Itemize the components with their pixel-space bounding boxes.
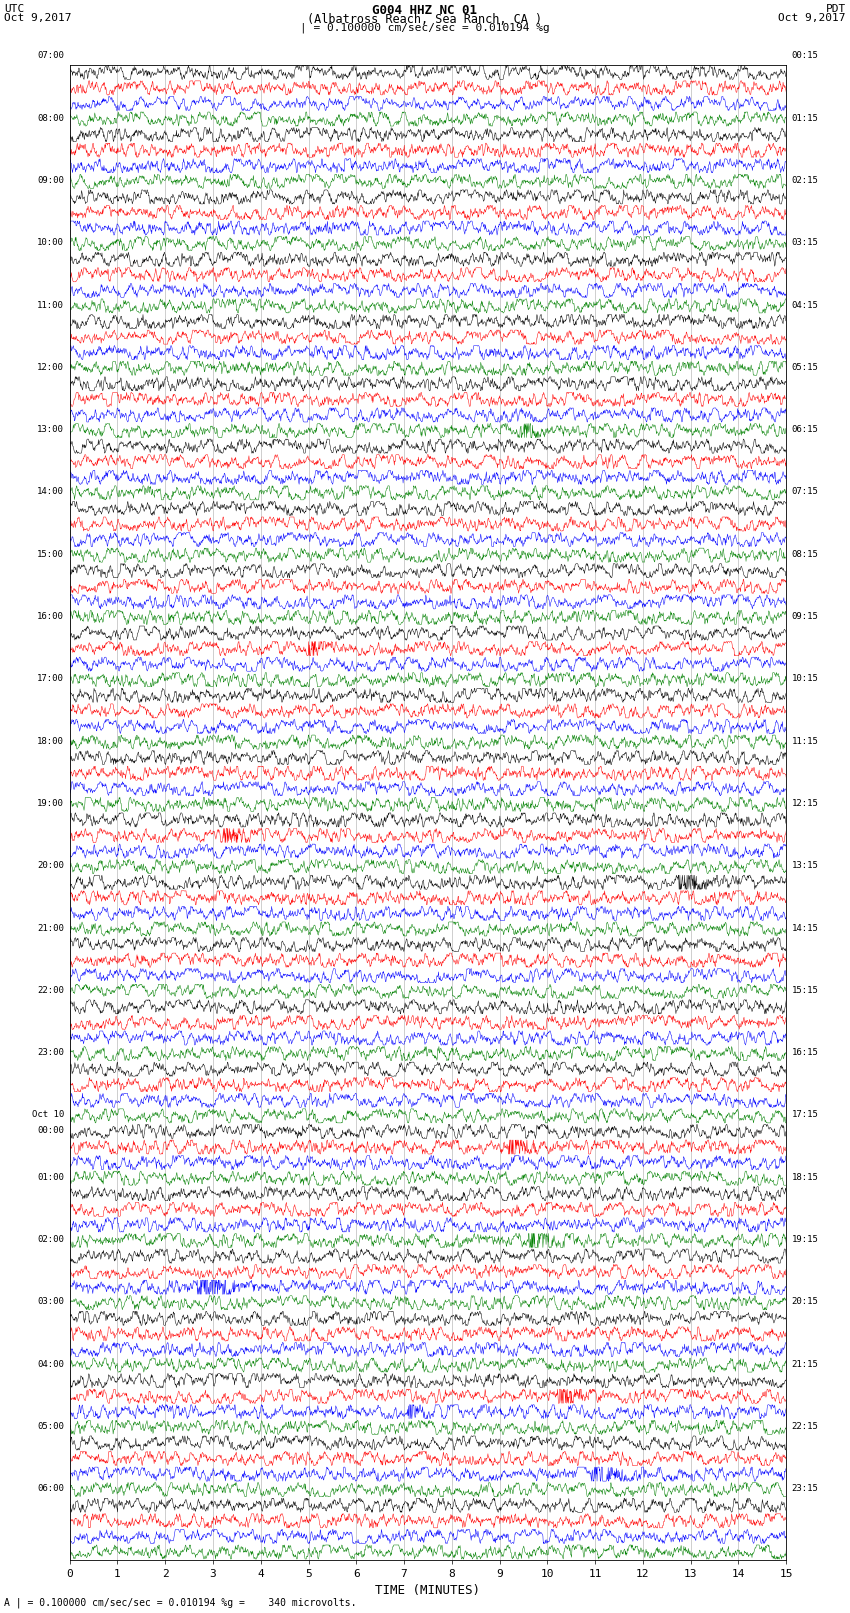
Text: A | = 0.100000 cm/sec/sec = 0.010194 %g =    340 microvolts.: A | = 0.100000 cm/sec/sec = 0.010194 %g …	[4, 1597, 357, 1608]
Text: Oct 9,2017: Oct 9,2017	[779, 13, 846, 23]
Text: 19:15: 19:15	[792, 1236, 819, 1244]
Text: 14:15: 14:15	[792, 924, 819, 932]
Text: 08:00: 08:00	[37, 113, 64, 123]
Text: 17:15: 17:15	[792, 1110, 819, 1119]
Text: G004 HHZ NC 01: G004 HHZ NC 01	[372, 5, 478, 18]
Text: 12:00: 12:00	[37, 363, 64, 373]
Text: 15:00: 15:00	[37, 550, 64, 558]
Text: 18:15: 18:15	[792, 1173, 819, 1182]
Text: 16:15: 16:15	[792, 1048, 819, 1057]
Text: 10:15: 10:15	[792, 674, 819, 684]
Text: 01:00: 01:00	[37, 1173, 64, 1182]
Text: 22:00: 22:00	[37, 986, 64, 995]
Text: 21:00: 21:00	[37, 924, 64, 932]
Text: 17:00: 17:00	[37, 674, 64, 684]
Text: 14:00: 14:00	[37, 487, 64, 497]
Text: 02:00: 02:00	[37, 1236, 64, 1244]
Text: 07:15: 07:15	[792, 487, 819, 497]
Text: 23:15: 23:15	[792, 1484, 819, 1494]
Text: 18:00: 18:00	[37, 737, 64, 745]
Text: 00:15: 00:15	[792, 52, 819, 60]
Text: 20:00: 20:00	[37, 861, 64, 871]
Text: 13:15: 13:15	[792, 861, 819, 871]
Text: 12:15: 12:15	[792, 798, 819, 808]
Text: 15:15: 15:15	[792, 986, 819, 995]
Text: 04:15: 04:15	[792, 300, 819, 310]
Text: 20:15: 20:15	[792, 1297, 819, 1307]
Text: 07:00: 07:00	[37, 52, 64, 60]
Text: 11:00: 11:00	[37, 300, 64, 310]
Text: 01:15: 01:15	[792, 113, 819, 123]
Text: | = 0.100000 cm/sec/sec = 0.010194 %g: | = 0.100000 cm/sec/sec = 0.010194 %g	[300, 23, 550, 32]
Text: 16:00: 16:00	[37, 611, 64, 621]
Text: 09:00: 09:00	[37, 176, 64, 185]
Text: 10:00: 10:00	[37, 239, 64, 247]
Text: 03:00: 03:00	[37, 1297, 64, 1307]
Text: 19:00: 19:00	[37, 798, 64, 808]
Text: 03:15: 03:15	[792, 239, 819, 247]
Text: 06:00: 06:00	[37, 1484, 64, 1494]
Text: 02:15: 02:15	[792, 176, 819, 185]
Text: 23:00: 23:00	[37, 1048, 64, 1057]
Text: 21:15: 21:15	[792, 1360, 819, 1369]
Text: Oct 9,2017: Oct 9,2017	[4, 13, 71, 23]
Text: UTC: UTC	[4, 5, 25, 15]
Text: (Albatross Reach, Sea Ranch, CA ): (Albatross Reach, Sea Ranch, CA )	[308, 13, 542, 26]
Text: 13:00: 13:00	[37, 426, 64, 434]
Text: 04:00: 04:00	[37, 1360, 64, 1369]
Text: 06:15: 06:15	[792, 426, 819, 434]
Text: 05:15: 05:15	[792, 363, 819, 373]
Text: PDT: PDT	[825, 5, 846, 15]
X-axis label: TIME (MINUTES): TIME (MINUTES)	[376, 1584, 480, 1597]
Text: 08:15: 08:15	[792, 550, 819, 558]
Text: Oct 10: Oct 10	[32, 1110, 64, 1119]
Text: 11:15: 11:15	[792, 737, 819, 745]
Text: 09:15: 09:15	[792, 611, 819, 621]
Text: 05:00: 05:00	[37, 1423, 64, 1431]
Text: 22:15: 22:15	[792, 1423, 819, 1431]
Text: 00:00: 00:00	[37, 1126, 64, 1136]
